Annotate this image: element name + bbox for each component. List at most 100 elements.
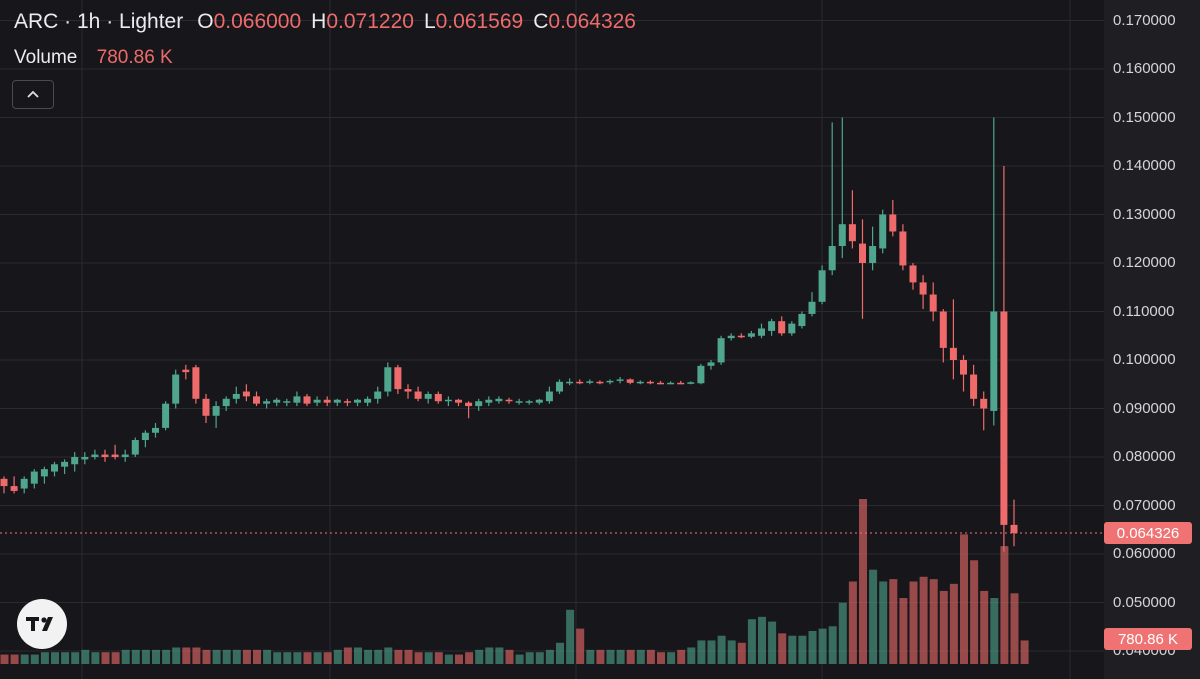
candle-body [970, 374, 978, 399]
candle-body [646, 381, 654, 384]
candle-body [980, 398, 988, 409]
candle-body [758, 328, 765, 336]
price-tick-label: 0.070000 [1113, 496, 1176, 514]
open-value: 0.066000 [213, 10, 302, 33]
candle-body [303, 396, 311, 404]
candle [434, 391, 442, 404]
last-price-badge: 0.064326 [1104, 522, 1192, 545]
price-axis[interactable] [1104, 0, 1200, 679]
candle [808, 292, 816, 317]
candle [535, 398, 543, 405]
candles [0, 117, 1018, 552]
candle-body [485, 399, 493, 403]
volume-bar [273, 652, 282, 664]
candle [313, 396, 321, 407]
candle-body [121, 454, 129, 457]
volume-bar [717, 635, 726, 664]
candle-body [586, 381, 594, 383]
volume-bar [10, 654, 19, 664]
candle-body [313, 399, 321, 403]
volume-bar [889, 579, 898, 664]
candle [121, 449, 129, 462]
candle [606, 379, 614, 385]
volume-bar [798, 635, 807, 664]
candle [717, 335, 725, 365]
volume-bar [919, 576, 928, 664]
volume-bar [778, 633, 787, 664]
volume-bar [152, 649, 160, 664]
volume-bar [394, 649, 403, 664]
tradingview-logo-icon[interactable] [17, 599, 67, 649]
candle-body [91, 454, 99, 457]
volume-bar [657, 652, 665, 664]
candle [343, 398, 351, 407]
volume-bar [788, 635, 797, 664]
candle-body [1000, 311, 1008, 525]
volume-bar [485, 647, 494, 664]
volume-bar [556, 642, 564, 664]
candle-body [566, 381, 574, 384]
volume-bar [545, 649, 554, 664]
volume-bar [232, 649, 241, 664]
candle-body [929, 294, 937, 312]
candle-body [606, 380, 614, 383]
candle-body [40, 469, 48, 477]
volume-bar [131, 649, 140, 664]
price-tick-label: 0.110000 [1113, 302, 1175, 320]
candle [525, 399, 533, 405]
candle [40, 466, 48, 484]
volume-bar [374, 649, 383, 664]
volume-legend: Volume 780.86 K [14, 47, 173, 69]
candle [91, 449, 99, 460]
candle-body [182, 369, 190, 373]
candle-body [212, 406, 220, 416]
candle [970, 364, 978, 407]
volume-bar [495, 647, 504, 664]
volume-bar [40, 652, 49, 664]
candle-body [141, 432, 149, 441]
collapse-legend-button[interactable] [12, 80, 54, 109]
candle [556, 379, 563, 394]
candle [232, 386, 240, 404]
volume-bar [303, 652, 312, 664]
candle-body [687, 382, 695, 384]
symbol-title[interactable]: ARC · 1h · Lighter [14, 10, 184, 33]
price-chart-plot[interactable] [0, 0, 1104, 679]
volume-bar [51, 652, 59, 664]
candle-body [677, 382, 685, 385]
candle [30, 469, 38, 489]
candle-body [81, 457, 89, 460]
volume-bar [616, 649, 625, 664]
candle [212, 401, 220, 428]
close-label: C [533, 10, 549, 33]
candle-body [717, 338, 725, 363]
candle [394, 364, 402, 394]
candle-body [535, 399, 543, 403]
price-tick-label: 0.160000 [1113, 60, 1176, 77]
candle-body [162, 403, 170, 428]
candle-body [889, 214, 897, 232]
candle [758, 323, 765, 339]
candle-body [465, 402, 473, 407]
candle-body [727, 335, 735, 339]
candle [404, 384, 412, 399]
volume-bar [354, 647, 362, 664]
candle-body [768, 321, 776, 331]
volume-bars [0, 499, 1029, 664]
candle [869, 226, 877, 271]
volume-bar [0, 654, 9, 664]
candle [838, 117, 846, 259]
volume-bar [980, 590, 989, 664]
price-tick-label: 0.150000 [1113, 108, 1176, 126]
candle [71, 452, 79, 472]
volume-bar [475, 649, 484, 664]
grid [0, 0, 1104, 679]
volume-bar [192, 647, 201, 664]
candle [798, 311, 806, 329]
candle-body [737, 335, 745, 338]
candle-body [515, 401, 523, 403]
candle [667, 381, 675, 385]
volume-bar [434, 652, 443, 664]
candle [727, 333, 735, 341]
candle [960, 355, 967, 392]
